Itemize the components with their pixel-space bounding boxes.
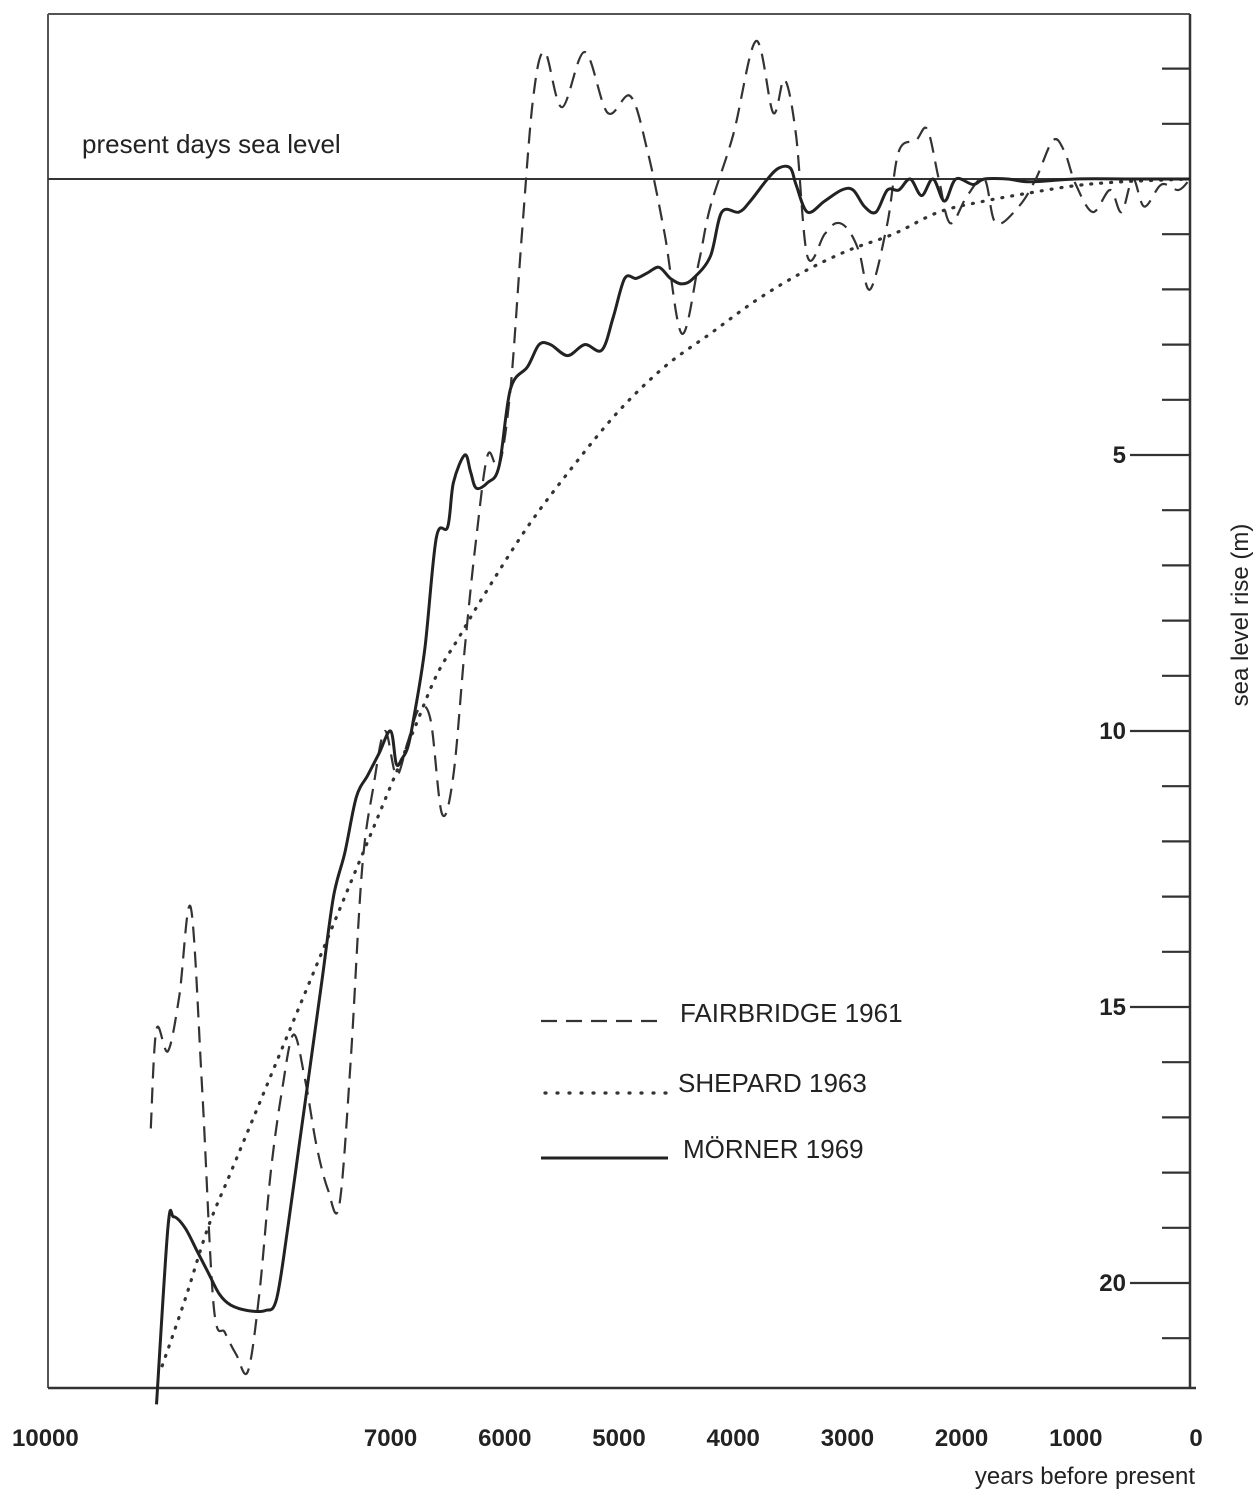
y-axis-title: sea level rise (m) bbox=[1227, 524, 1254, 707]
present-sea-level-label: present days sea level bbox=[82, 129, 341, 159]
x-tick-label: 2000 bbox=[935, 1425, 988, 1452]
legend-label-shepard: SHEPARD 1963 bbox=[678, 1068, 867, 1098]
x-tick-label: 0 bbox=[1189, 1425, 1202, 1452]
x-axis-title: years before present bbox=[975, 1463, 1195, 1490]
x-axis-ticks: 10000 7000 6000 5000 4000 3000 2000 1000 0 bbox=[12, 1425, 1203, 1452]
legend-label-fairbridge: FAIRBRIDGE 1961 bbox=[680, 998, 903, 1028]
y-tick-label: 10 bbox=[1099, 718, 1126, 745]
y-tick-label: 15 bbox=[1099, 994, 1126, 1021]
x-tick-label: 10000 bbox=[12, 1425, 79, 1452]
legend: FAIRBRIDGE 1961 SHEPARD 1963 MÖRNER 1969 bbox=[541, 998, 903, 1164]
x-tick-label: 1000 bbox=[1049, 1425, 1102, 1452]
x-tick-label: 4000 bbox=[707, 1425, 760, 1452]
series-line-shepard-1963 bbox=[160, 177, 1192, 1368]
y-axis-ticks: 5 10 15 20 bbox=[1099, 67, 1190, 1340]
series-line-fairbridge-1961 bbox=[149, 39, 1191, 1375]
x-tick-label: 5000 bbox=[592, 1425, 645, 1452]
y-tick-label: 20 bbox=[1099, 1270, 1126, 1297]
y-tick-label: 5 bbox=[1113, 442, 1126, 469]
x-tick-label: 3000 bbox=[821, 1425, 874, 1452]
series-line-morner-1969 bbox=[155, 164, 1190, 1405]
x-tick-label: 6000 bbox=[478, 1425, 531, 1452]
legend-label-morner: MÖRNER 1969 bbox=[683, 1134, 864, 1164]
x-tick-label: 7000 bbox=[364, 1425, 417, 1452]
